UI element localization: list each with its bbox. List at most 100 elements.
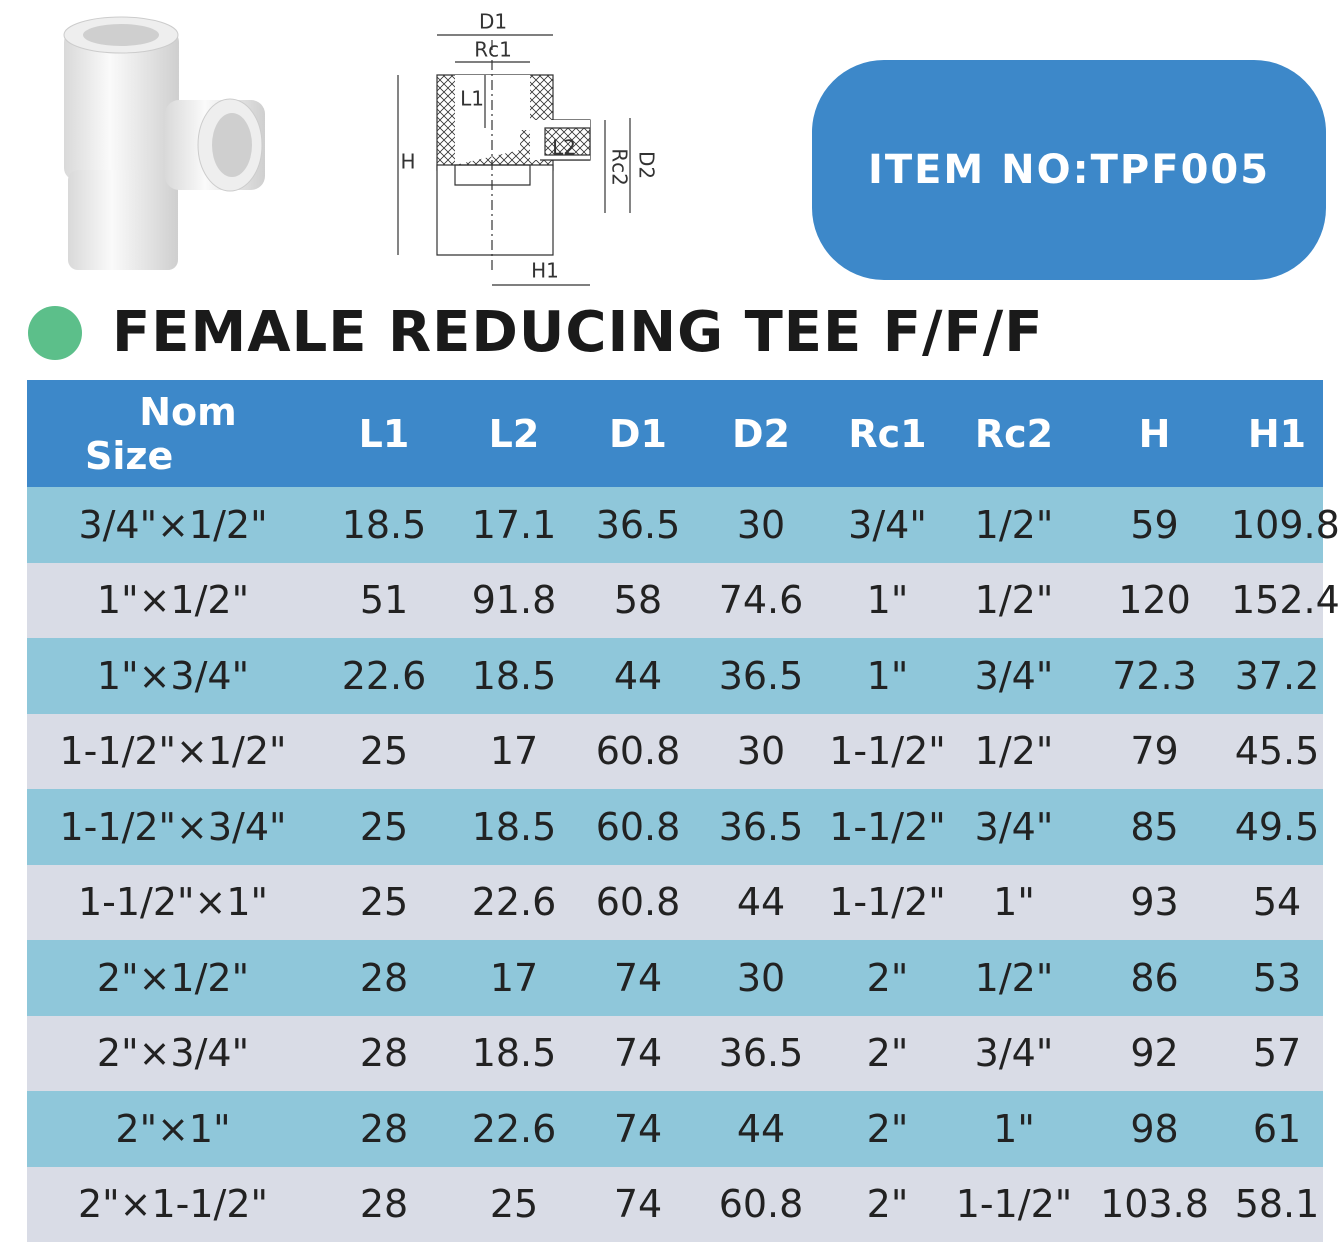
table-cell: 36.5 xyxy=(595,502,681,547)
table-row: 2"×1-1/2" 28 25 74 60.8 2" 1-1/2" 103.8 58.1 xyxy=(27,1166,1323,1242)
table-cell: 58.1 xyxy=(1234,1182,1320,1227)
table-cell: 1" xyxy=(993,1106,1035,1151)
table-cell: 1" xyxy=(866,578,909,623)
dim-label: D2 xyxy=(635,151,659,179)
dim-label: L2 xyxy=(552,136,576,160)
dim-label: Rc2 xyxy=(608,148,632,186)
table-cell: 61 xyxy=(1252,1106,1302,1151)
table-cell: 17 xyxy=(489,955,539,1000)
table-row: 2"×1/2" 28 17 74 30 2" 1/2" 86 53 xyxy=(27,940,1323,1016)
bullet xyxy=(28,306,82,360)
table-cell: 72.3 xyxy=(1112,653,1197,698)
table-cell: 2"×1/2" xyxy=(96,955,250,1000)
table-cell: 18.5 xyxy=(471,653,557,698)
product-photo xyxy=(63,16,265,270)
table-cell: 37.2 xyxy=(1234,653,1320,698)
table-cell: 86 xyxy=(1130,955,1179,1000)
table-cell: 17 xyxy=(489,729,539,774)
header-line: Nom xyxy=(139,389,237,434)
table-cell: 22.6 xyxy=(471,1106,557,1151)
table-cell: 58 xyxy=(613,578,663,623)
table-cell: 45.5 xyxy=(1234,729,1320,774)
table-cell: 1-1/2"×1/2" xyxy=(59,729,287,774)
table-cell: 1"×3/4" xyxy=(96,653,250,698)
table-cell: 60.8 xyxy=(595,729,681,774)
table-row: 2"×1" 28 22.6 74 44 2" 1" 98 61 xyxy=(27,1091,1323,1167)
table-cell: 36.5 xyxy=(718,1031,804,1076)
illustrations: D1 Rc1 L1 L2 H D2 Rc2 H1 xyxy=(63,10,659,286)
dim-label: L1 xyxy=(460,87,484,111)
table-cell: 1-1/2" xyxy=(955,1182,1073,1227)
header-row: Nom Size L1 L2 D1 D2 Rc1 Rc2 H H1 xyxy=(27,380,1323,487)
table-cell: 2" xyxy=(866,1182,909,1227)
table-cell: 18.5 xyxy=(341,502,427,547)
table-cell: 59 xyxy=(1130,502,1179,547)
table-cell: 85 xyxy=(1130,804,1179,849)
table-cell: 53 xyxy=(1252,955,1302,1000)
table-cell: 49.5 xyxy=(1234,804,1320,849)
dim-label: H xyxy=(400,150,415,174)
table-row: 2"×3/4" 28 18.5 74 36.5 2" 3/4" 92 57 xyxy=(27,1015,1323,1091)
table-cell: 25 xyxy=(359,880,409,925)
header-cell: Nom Size xyxy=(27,390,319,478)
table-row: 1-1/2"×1" 25 22.6 60.8 44 1-1/2" 1" 93 54 xyxy=(27,864,1323,940)
header-cell: L2 xyxy=(488,411,540,456)
table-row: 1-1/2"×3/4" 25 18.5 60.8 36.5 1-1/2" 3/4" 85 49.… xyxy=(27,789,1323,865)
table-cell: 1" xyxy=(866,653,909,698)
table-cell: 3/4"×1/2" xyxy=(78,502,268,547)
table-cell: 18.5 xyxy=(471,804,557,849)
table-cell: 93 xyxy=(1130,880,1179,925)
table-cell: 2" xyxy=(866,955,909,1000)
table-cell: 1" xyxy=(993,880,1035,925)
table-cell: 1-1/2" xyxy=(829,880,946,925)
table-cell: 1/2" xyxy=(974,729,1054,774)
table-cell: 60.8 xyxy=(595,804,681,849)
table-cell: 44 xyxy=(736,880,786,925)
table-cell: 79 xyxy=(1130,729,1179,774)
table-cell: 28 xyxy=(359,1031,409,1076)
table-cell: 2" xyxy=(866,1106,909,1151)
table-cell: 2"×3/4" xyxy=(96,1031,250,1076)
table-cell: 28 xyxy=(359,1106,409,1151)
table-cell: 74 xyxy=(613,1106,663,1151)
spec-table: Nom Size L1 L2 D1 D2 Rc1 Rc2 H H1 3/4"×1/2" 18.5 17.… xyxy=(27,380,1340,1242)
header-cell: D2 xyxy=(732,411,790,456)
table-cell: 120 xyxy=(1118,578,1191,623)
table-cell: 1-1/2" xyxy=(829,804,946,849)
table-cell: 1/2" xyxy=(974,502,1054,547)
table-cell: 30 xyxy=(736,955,786,1000)
table-cell: 25 xyxy=(359,804,409,849)
dim-label: H1 xyxy=(531,259,559,283)
table-cell: 98 xyxy=(1130,1106,1179,1151)
table-cell: 18.5 xyxy=(471,1031,557,1076)
table-row: 1-1/2"×1/2" 25 17 60.8 30 1-1/2" 1/2" 79 45.5 xyxy=(27,713,1323,789)
table-cell: 57 xyxy=(1252,1031,1302,1076)
table-cell: 60.8 xyxy=(595,880,681,925)
dim-label: Rc1 xyxy=(474,38,512,62)
table-cell: 36.5 xyxy=(718,653,804,698)
table-cell: 2" xyxy=(866,1031,909,1076)
dim-label: D1 xyxy=(479,10,507,34)
header-cell: H xyxy=(1138,411,1171,456)
table-cell: 36.5 xyxy=(718,804,804,849)
table-cell: 22.6 xyxy=(471,880,557,925)
table-cell: 1/2" xyxy=(974,955,1054,1000)
table-cell: 2"×1-1/2" xyxy=(77,1182,269,1227)
item-badge: ITEM NO:TPF005 xyxy=(812,60,1326,280)
table-cell: 1-1/2" xyxy=(829,729,946,774)
table-cell: 17.1 xyxy=(471,502,557,547)
header-cell: Rc1 xyxy=(848,411,927,456)
table-cell: 3/4" xyxy=(974,653,1054,698)
table-row: 3/4"×1/2" 18.5 17.1 36.5 30 3/4" 1/2" 59 109.8 xyxy=(27,487,1340,563)
table-cell: 30 xyxy=(736,729,786,774)
header-cell: H1 xyxy=(1247,411,1307,456)
table-cell: 60.8 xyxy=(718,1182,804,1227)
table-cell: 25 xyxy=(489,1182,539,1227)
table-cell: 25 xyxy=(359,729,409,774)
table-cell: 74 xyxy=(613,955,663,1000)
table-cell: 91.8 xyxy=(471,578,557,623)
table-cell: 1-1/2"×1" xyxy=(77,880,269,925)
header-line: Size xyxy=(85,433,174,478)
table-cell: 30 xyxy=(736,502,786,547)
